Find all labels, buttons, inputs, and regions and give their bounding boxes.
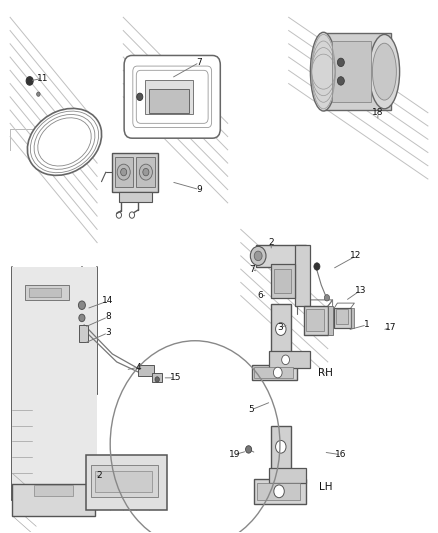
Circle shape — [143, 168, 149, 176]
Circle shape — [314, 263, 320, 270]
Bar — [271, 425, 291, 471]
Bar — [271, 304, 291, 354]
Bar — [252, 365, 297, 381]
Bar — [323, 33, 391, 110]
Circle shape — [337, 77, 344, 85]
Bar — [25, 285, 69, 300]
Circle shape — [137, 93, 143, 101]
Text: RH: RH — [318, 368, 333, 377]
Bar — [269, 468, 306, 483]
Circle shape — [251, 246, 266, 265]
Bar — [328, 306, 332, 335]
Text: 8: 8 — [105, 312, 111, 321]
Bar — [145, 80, 193, 114]
Bar — [91, 465, 158, 497]
Text: 7: 7 — [197, 58, 202, 67]
Bar — [336, 310, 348, 324]
Bar — [12, 484, 95, 516]
Circle shape — [139, 164, 152, 180]
Bar — [304, 306, 328, 335]
Text: 1: 1 — [364, 320, 370, 329]
Bar — [29, 288, 61, 297]
Bar — [95, 471, 152, 492]
Bar — [332, 41, 371, 102]
Text: 17: 17 — [385, 323, 397, 332]
Text: 18: 18 — [372, 108, 384, 117]
Circle shape — [276, 440, 286, 453]
Circle shape — [337, 58, 344, 67]
Bar — [274, 269, 291, 293]
Ellipse shape — [372, 43, 396, 100]
Bar — [136, 157, 155, 188]
Text: 2: 2 — [268, 238, 274, 247]
Text: 2: 2 — [96, 471, 102, 480]
Text: 13: 13 — [355, 286, 366, 295]
Text: LH: LH — [319, 481, 332, 491]
Circle shape — [78, 301, 85, 310]
Text: 3: 3 — [277, 323, 283, 332]
Bar — [271, 264, 295, 298]
Text: 4: 4 — [136, 363, 141, 372]
Bar — [351, 308, 354, 328]
Bar — [334, 308, 351, 328]
Circle shape — [120, 168, 127, 176]
Bar — [138, 365, 154, 376]
Circle shape — [79, 314, 85, 321]
Bar — [295, 245, 311, 306]
Bar — [254, 479, 306, 504]
Text: 5: 5 — [249, 405, 254, 414]
Circle shape — [274, 485, 284, 498]
Text: 15: 15 — [170, 373, 181, 382]
Bar — [149, 89, 188, 113]
Bar — [86, 455, 167, 511]
Bar — [152, 373, 162, 382]
Ellipse shape — [369, 35, 399, 109]
Ellipse shape — [311, 33, 336, 111]
Text: 9: 9 — [197, 185, 202, 194]
Bar — [34, 485, 73, 496]
Bar — [12, 266, 97, 500]
Circle shape — [246, 446, 252, 453]
Circle shape — [26, 77, 33, 85]
Circle shape — [273, 367, 282, 378]
Bar — [254, 367, 293, 378]
Circle shape — [282, 355, 290, 365]
Circle shape — [117, 164, 130, 180]
Text: 19: 19 — [229, 450, 240, 459]
Circle shape — [324, 295, 329, 301]
Bar — [79, 325, 88, 342]
Text: 6: 6 — [258, 291, 263, 300]
Circle shape — [276, 322, 286, 335]
Bar — [257, 483, 300, 500]
Text: 11: 11 — [37, 74, 49, 83]
Circle shape — [155, 377, 159, 382]
Ellipse shape — [28, 108, 102, 175]
Text: 16: 16 — [335, 450, 346, 459]
Bar — [306, 309, 324, 331]
Bar — [113, 152, 158, 192]
Bar — [269, 351, 311, 368]
Bar — [115, 157, 133, 188]
FancyBboxPatch shape — [124, 55, 220, 138]
Circle shape — [254, 251, 262, 261]
Bar — [119, 192, 152, 202]
Text: 12: 12 — [350, 252, 362, 261]
Text: 7: 7 — [249, 265, 254, 273]
Bar — [256, 245, 306, 266]
Circle shape — [37, 92, 40, 96]
Text: 14: 14 — [102, 296, 114, 305]
Text: 3: 3 — [105, 328, 111, 337]
